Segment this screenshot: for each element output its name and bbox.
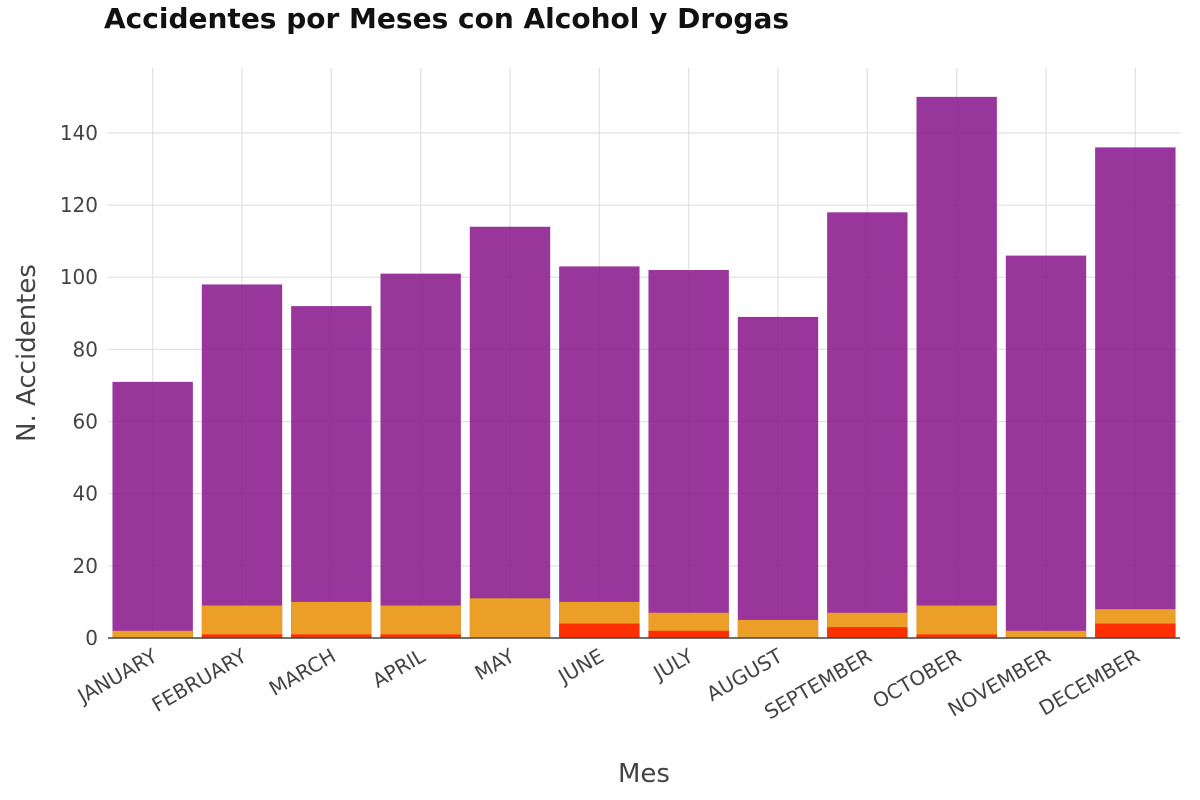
x-tick-label: NOVEMBER bbox=[944, 643, 1055, 721]
bar-august-series-1 bbox=[737, 316, 819, 638]
x-axis-title: Mes bbox=[618, 759, 670, 789]
bar-february-series-3 bbox=[201, 634, 283, 638]
bar-january-series-1 bbox=[112, 381, 193, 638]
bar-july-series-1 bbox=[648, 270, 729, 638]
bar-november-series-1 bbox=[1005, 255, 1087, 638]
y-tick-label: 80 bbox=[73, 337, 98, 361]
y-tick-label: 120 bbox=[60, 193, 98, 217]
bar-may-series-2 bbox=[469, 598, 551, 638]
bar-september-series-3 bbox=[827, 627, 908, 638]
y-tick-label: 40 bbox=[73, 482, 98, 506]
x-tick-label: JULY bbox=[648, 643, 698, 686]
bar-february-series-1 bbox=[201, 284, 283, 638]
bar-october-series-2 bbox=[916, 605, 997, 638]
x-tick-label: FEBRUARY bbox=[148, 643, 252, 717]
y-tick-labels: 0 20 40 60 80 100 120 140 bbox=[60, 121, 98, 650]
bar-june-series-1 bbox=[559, 266, 640, 638]
x-tick-label: MAY bbox=[470, 643, 519, 685]
bar-february-series-2 bbox=[201, 605, 283, 638]
x-tick-label: DECEMBER bbox=[1035, 643, 1144, 720]
bar-july-series-3 bbox=[648, 630, 729, 638]
y-tick-label: 140 bbox=[60, 121, 98, 145]
bar-september-series-1 bbox=[827, 212, 908, 638]
bar-march-series-1 bbox=[291, 306, 372, 638]
bar-december-series-3 bbox=[1095, 623, 1176, 638]
bar-october-series-3 bbox=[916, 634, 997, 638]
bar-december-series-1 bbox=[1095, 147, 1176, 638]
bar-may-series-1 bbox=[469, 226, 551, 638]
bar-january-series-2 bbox=[112, 630, 193, 638]
x-tick-label: JUNE bbox=[552, 644, 607, 690]
bar-june-series-3 bbox=[559, 623, 640, 638]
bar-november-series-2 bbox=[1005, 630, 1087, 638]
bar-april-series-3 bbox=[380, 634, 461, 638]
y-tick-label: 60 bbox=[73, 410, 98, 434]
bars bbox=[112, 96, 1176, 638]
x-tick-label: APRIL bbox=[368, 643, 430, 693]
bar-october-series-1 bbox=[916, 96, 997, 638]
y-tick-label: 0 bbox=[85, 626, 98, 650]
bar-april-series-1 bbox=[380, 273, 461, 638]
chart-title: Accidentes por Meses con Alcohol y Droga… bbox=[104, 2, 790, 35]
y-axis-title: N. Accidentes bbox=[12, 264, 42, 442]
bar-march-series-3 bbox=[291, 634, 372, 638]
bar-august-series-2 bbox=[737, 619, 819, 638]
bar-april-series-2 bbox=[380, 605, 461, 638]
x-tick-label: MARCH bbox=[265, 644, 340, 701]
y-tick-label: 20 bbox=[73, 554, 98, 578]
y-tick-label: 100 bbox=[60, 265, 98, 289]
bar-march-series-2 bbox=[291, 601, 372, 638]
